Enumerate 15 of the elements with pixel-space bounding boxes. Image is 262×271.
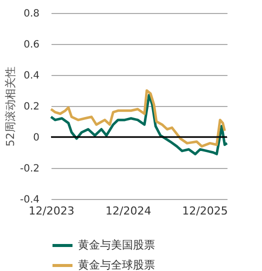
x-tick-label: 12/2023 <box>28 204 74 218</box>
legend-label: 黄金与美国股票 <box>78 238 155 252</box>
y-tick-label: -0.4 <box>20 194 40 206</box>
y-axis-title: 52周滚动相关性 <box>4 66 17 146</box>
line-series <box>50 94 228 156</box>
legend-label: 黄金与全球股票 <box>78 258 155 271</box>
x-tick-label: 12/2025 <box>182 204 228 218</box>
y-tick-label: 0 <box>33 132 40 144</box>
line-series <box>50 89 226 148</box>
y-tick-label: 0.2 <box>24 102 40 112</box>
y-tick-label: 0.6 <box>24 40 40 50</box>
y-tick-label: 0.4 <box>24 70 40 82</box>
y-tick-label: 0.8 <box>24 8 40 20</box>
x-tick-label: 12/2024 <box>106 204 152 218</box>
y-tick-label: -0.2 <box>20 164 40 174</box>
